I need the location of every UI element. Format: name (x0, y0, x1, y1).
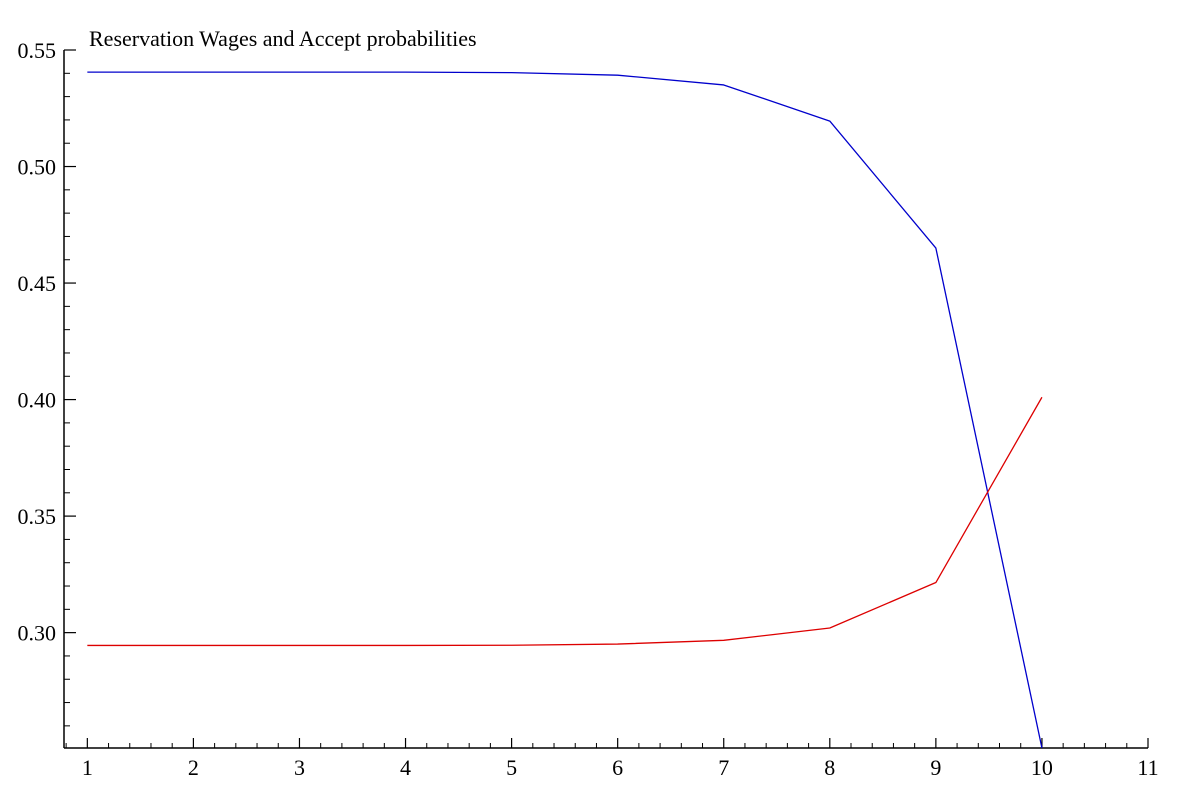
y-tick-label: 0.55 (18, 38, 57, 63)
y-tick-label: 0.45 (18, 271, 57, 296)
y-tick-label: 0.30 (18, 621, 57, 646)
x-tick-label: 3 (294, 755, 305, 780)
series-line-2 (87, 396, 1043, 647)
x-tick-label: 6 (612, 755, 623, 780)
x-tick-label: 11 (1137, 755, 1158, 780)
x-tick-label: 10 (1031, 755, 1053, 780)
tick-labels: 0.30 0.35 0.40 0.45 0.50 0.55 1 2 3 4 5 6 7 8 9 10 11 (18, 38, 1159, 780)
x-tick-label: 7 (718, 755, 729, 780)
axes (63, 50, 1148, 749)
x-tick-label: 1 (82, 755, 93, 780)
chart-title: Reservation Wages and Accept probabiliti… (89, 26, 477, 51)
y-tick-label: 0.35 (18, 504, 57, 529)
x-tick-label: 8 (824, 755, 835, 780)
ticks (64, 49, 1149, 748)
x-tick-label: 2 (188, 755, 199, 780)
y-tick-label: 0.40 (18, 388, 57, 413)
series-line-1 (87, 71, 1043, 749)
series-lines (87, 71, 1043, 749)
x-tick-label: 9 (930, 755, 941, 780)
x-tick-label: 5 (506, 755, 517, 780)
y-tick-label: 0.50 (18, 155, 57, 180)
x-tick-label: 4 (400, 755, 411, 780)
